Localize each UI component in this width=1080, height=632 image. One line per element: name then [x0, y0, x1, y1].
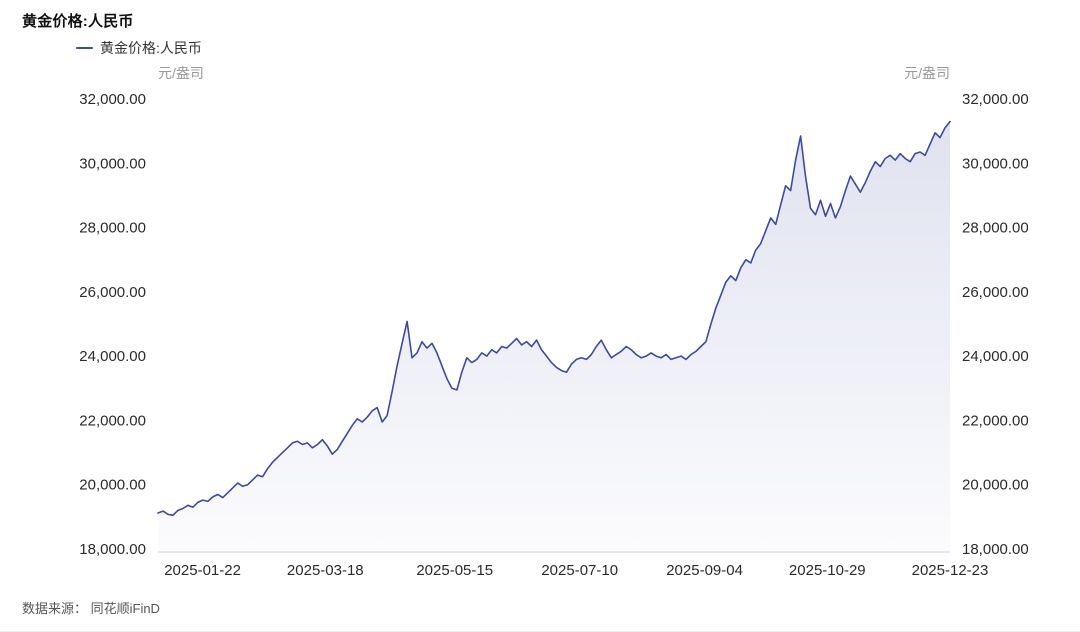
legend-label: 黄金价格:人民币: [100, 40, 202, 56]
y-tick-label-left: 24,000.00: [79, 348, 146, 365]
y-tick-label-left: 30,000.00: [79, 155, 146, 172]
legend: 黄金价格:人民币: [76, 38, 202, 58]
price-line: [157, 120, 951, 517]
y-tick-label-right: 26,000.00: [962, 284, 1029, 301]
y-tick-label-right: 32,000.00: [962, 91, 1029, 108]
x-tick-label: 2025-09-04: [666, 562, 743, 579]
x-tick-label: 2025-01-22: [164, 562, 241, 579]
y-tick-label-right: 18,000.00: [962, 541, 1029, 558]
area-fill: [158, 121, 950, 552]
x-tick-label: 2025-05-15: [416, 562, 493, 579]
x-tick-label: 2025-07-10: [541, 562, 618, 579]
y-tick-label-left: 20,000.00: [79, 477, 146, 494]
data-source-note: 数据来源： 同花顺iFinD: [22, 601, 160, 616]
y-tick-label-right: 30,000.00: [962, 155, 1029, 172]
x-tick-label: 2025-03-18: [287, 562, 364, 579]
chart-title: 黄金价格:人民币: [22, 13, 134, 30]
legend-line-icon: [76, 47, 93, 49]
y-tick-label-left: 26,000.00: [79, 284, 146, 301]
y-tick-label-left: 32,000.00: [79, 91, 146, 108]
x-tick-label: 2025-10-29: [789, 562, 866, 579]
y-tick-label-right: 28,000.00: [962, 220, 1029, 237]
y-axis-unit-right: 元/盎司: [904, 65, 950, 81]
y-tick-label-right: 22,000.00: [962, 412, 1029, 429]
y-tick-label-right: 20,000.00: [962, 477, 1029, 494]
x-tick-label: 2025-12-23: [912, 562, 989, 579]
y-tick-label-right: 24,000.00: [962, 348, 1029, 365]
y-tick-label-left: 22,000.00: [79, 412, 146, 429]
y-tick-label-left: 28,000.00: [79, 220, 146, 237]
y-tick-label-left: 18,000.00: [79, 541, 146, 558]
y-axis-unit-left: 元/盎司: [158, 65, 204, 81]
